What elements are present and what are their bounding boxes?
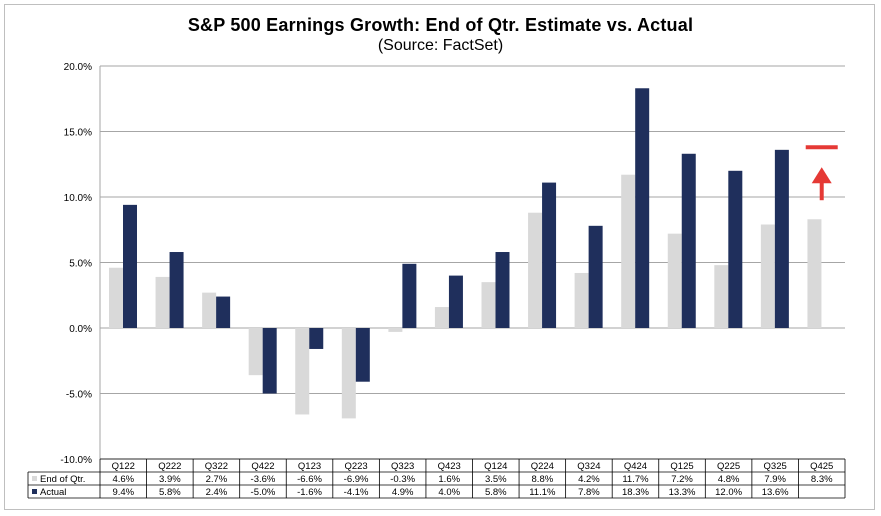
bar-layer [109,88,822,419]
bar-actual [681,153,696,328]
annotation-layer [805,145,838,201]
bar-estimate [341,328,356,419]
bar-actual [309,328,324,349]
bar-estimate [760,224,775,328]
bar-actual [355,328,370,382]
category-label: Q325 [764,461,787,472]
y-tick-label: 10.0% [64,193,92,204]
category-label: Q424 [624,461,647,472]
bar-actual [588,225,603,328]
category-label: Q423 [438,461,461,472]
data-label: 8.3% [811,474,833,485]
data-label: 13.6% [762,487,789,498]
bar-actual [774,149,789,328]
bar-estimate [155,276,170,328]
data-label: 7.8% [578,487,600,498]
bar-estimate [528,212,543,328]
bar-estimate [109,267,123,328]
data-label: 11.1% [529,487,556,498]
chart-frame [4,4,875,510]
y-tick-label: 5.0% [69,259,92,270]
data-label: 9.4% [112,487,134,498]
category-label: Q222 [158,461,181,472]
y-tick-label: -10.0% [60,455,92,466]
data-label: 1.6% [438,474,460,485]
y-tick-label: 15.0% [64,128,92,139]
bar-actual [635,88,650,329]
data-label: 5.8% [159,487,181,498]
data-label: 12.0% [715,487,742,498]
data-label: 18.3% [622,487,649,498]
category-label: Q223 [344,461,367,472]
up-arrow-shaft [819,182,824,201]
data-label: 5.8% [485,487,507,498]
data-label: -3.6% [251,474,276,485]
data-label: 4.8% [718,474,740,485]
bar-estimate [667,233,682,328]
data-label: 2.7% [206,474,228,485]
category-label: Q123 [298,461,321,472]
category-label: Q324 [577,461,600,472]
data-label: 3.5% [485,474,507,485]
category-label: Q425 [810,461,833,472]
bar-estimate [481,282,496,328]
bar-actual [402,263,417,328]
data-label: 7.9% [764,474,786,485]
legend-swatch-estimate [32,476,37,481]
category-label: Q422 [251,461,274,472]
category-label: Q322 [205,461,228,472]
data-label: 4.0% [438,487,460,498]
legend-swatch-actual [32,489,37,494]
chart-title: S&P 500 Earnings Growth: End of Qtr. Est… [187,15,694,35]
legend-label-estimate: End of Qtr. [40,474,85,485]
data-label: 8.8% [532,474,554,485]
bar-estimate [388,328,403,332]
up-arrow-icon [811,167,832,184]
bar-estimate [714,265,729,328]
category-label: Q224 [531,461,554,472]
data-label: -4.1% [344,487,369,498]
data-label: 3.9% [159,474,181,485]
data-label: 4.2% [578,474,600,485]
category-label: Q225 [717,461,740,472]
category-label: Q323 [391,461,414,472]
axis-layer: 20.0% 15.0% 10.0% 5.0% 0.0% -5.0% -10.0% [60,62,101,466]
data-label: -1.6% [297,487,322,498]
bar-actual [728,170,743,328]
data-label: -5.0% [251,487,276,498]
category-label: Q124 [484,461,507,472]
data-label: 7.2% [671,474,693,485]
bar-estimate [807,219,822,328]
y-tick-label: -5.0% [66,390,92,401]
bar-actual [216,296,231,328]
bar-estimate [574,272,589,328]
bar-actual [169,252,184,328]
data-label: 4.9% [392,487,414,498]
data-label: 13.3% [669,487,696,498]
bar-estimate [295,328,310,415]
category-label: Q125 [670,461,693,472]
bar-estimate [248,328,263,376]
bar-actual [542,182,557,328]
data-label: -0.3% [390,474,415,485]
bar-estimate [434,307,449,328]
chart-subtitle: (Source: FactSet) [377,37,504,54]
bar-estimate [202,292,217,328]
y-tick-label: 20.0% [64,62,92,73]
bar-actual [123,204,137,328]
data-label: -6.9% [344,474,369,485]
y-tick-label: 0.0% [69,324,92,335]
bar-actual [448,275,463,328]
data-label: 2.4% [206,487,228,498]
data-table: Q122 Q222 Q322 Q422 Q123 Q223 Q323 Q423 Q124 Q224… [27,458,846,499]
bar-actual [495,252,510,328]
bar-estimate [621,174,636,328]
data-label: 4.6% [112,474,134,485]
data-label: -6.6% [297,474,322,485]
data-label: 11.7% [622,474,649,485]
bar-actual [262,328,277,394]
category-label: Q122 [112,461,135,472]
legend-label-actual: Actual [40,487,66,498]
